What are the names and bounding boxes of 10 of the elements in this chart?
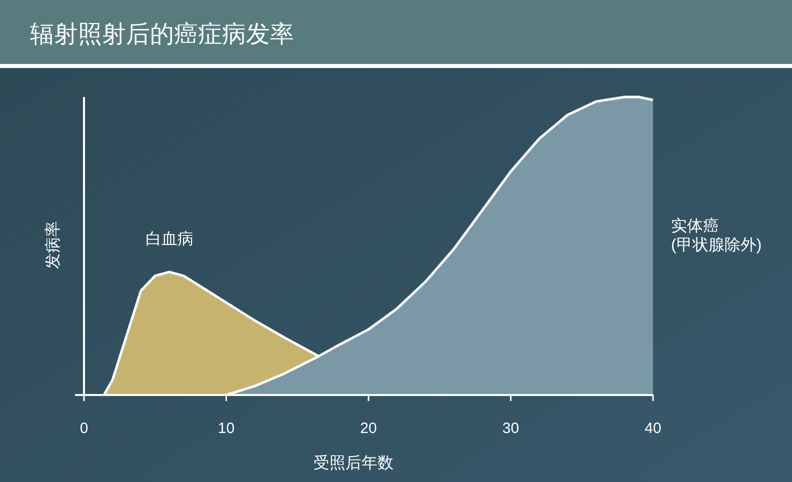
x-tick-label: 10 xyxy=(218,420,235,437)
x-tick-label: 20 xyxy=(360,420,377,437)
x-tick-label: 30 xyxy=(502,420,520,437)
y-axis-title: 发病率 xyxy=(44,221,62,269)
series-label: 实体癌 (甲状腺除外) xyxy=(671,217,762,254)
x-tick-label: 0 xyxy=(80,420,88,437)
chart-title: 辐射照射后的癌症病发率 xyxy=(30,21,294,48)
series-label: 白血病 xyxy=(145,230,194,248)
x-axis-title: 受照后年数 xyxy=(314,454,394,472)
x-tick-label: 40 xyxy=(644,420,662,437)
